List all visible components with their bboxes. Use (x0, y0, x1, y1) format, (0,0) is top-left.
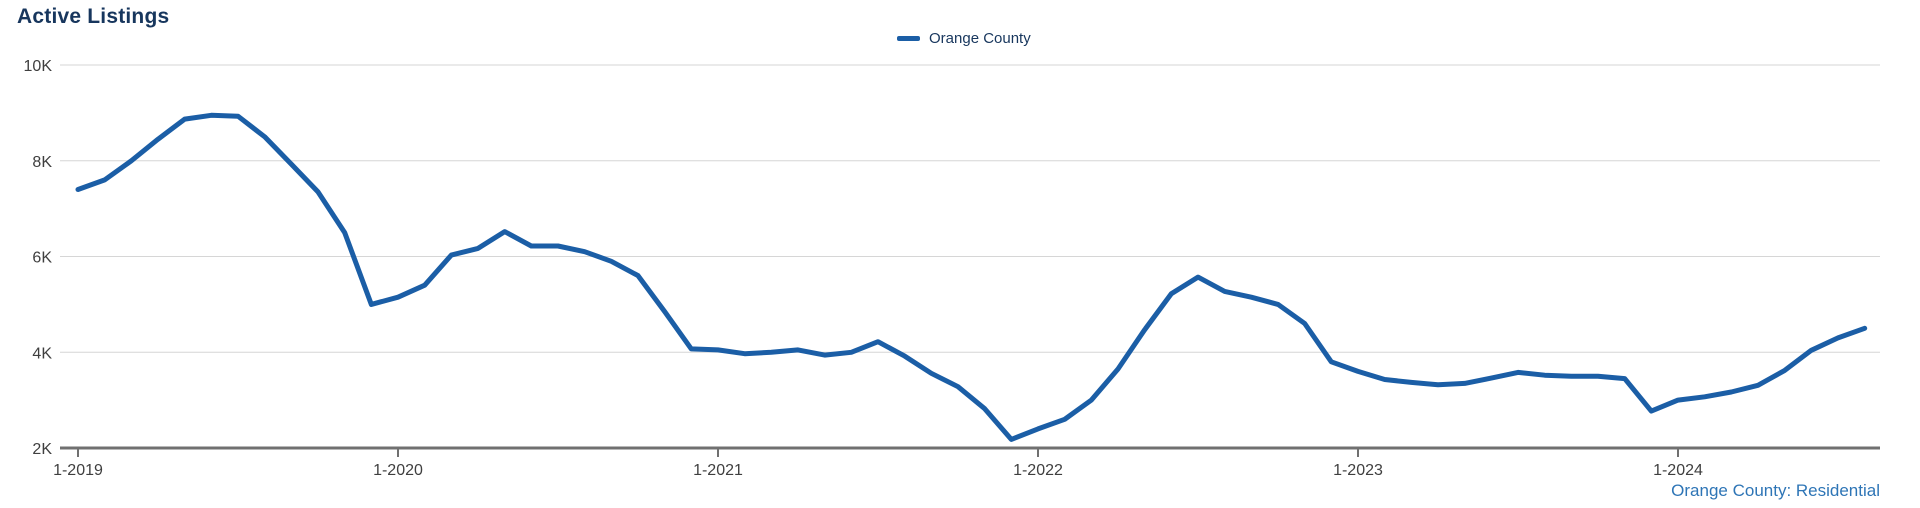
x-axis-label: 1-2024 (1653, 462, 1703, 479)
x-axis-label: 1-2022 (1013, 462, 1063, 479)
y-axis-label: 10K (24, 58, 53, 75)
x-axis-label: 1-2021 (693, 462, 743, 479)
x-axis-ticks (77, 448, 1679, 457)
series-line-orange-county[interactable] (75, 112, 1868, 442)
legend: Orange County (897, 30, 1031, 47)
x-axis-labels: 1-2019 1-2020 1-2021 1-2022 1-2023 1-2024 (53, 462, 1703, 479)
gridlines (60, 64, 1880, 353)
y-axis-label: 8K (32, 154, 52, 171)
x-axis-label: 1-2020 (373, 462, 423, 479)
footer-note: Orange County: Residential (1671, 481, 1880, 500)
legend-item-orange-county[interactable]: Orange County (897, 30, 1031, 47)
legend-line-marker-icon (897, 36, 920, 41)
y-axis-label: 6K (32, 250, 52, 267)
chart-title: Active Listings (17, 5, 170, 28)
x-axis-label: 1-2019 (53, 462, 103, 479)
y-axis-label: 4K (32, 345, 52, 362)
y-axis-label: 2K (32, 441, 52, 458)
y-axis-labels: 10K 8K 6K 4K 2K (24, 58, 53, 458)
x-axis-label: 1-2023 (1333, 462, 1383, 479)
legend-label: Orange County (929, 30, 1031, 47)
